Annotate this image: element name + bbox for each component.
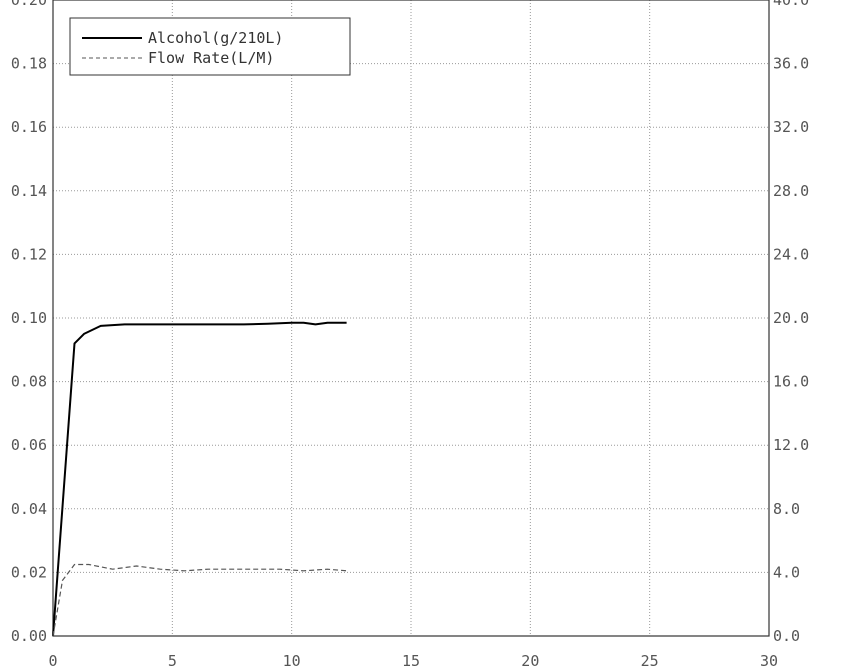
series-line-flow-rate bbox=[52, 563, 347, 637]
grid-layer bbox=[53, 0, 769, 636]
y-tick-label: 0.06 bbox=[11, 436, 47, 454]
x-tick-label: 20 bbox=[521, 652, 539, 669]
x-tick-label: 15 bbox=[402, 652, 420, 669]
y-tick-label: 0.14 bbox=[11, 182, 47, 200]
series-line-alcohol bbox=[52, 321, 347, 637]
y2-tick-label: 36.0 bbox=[773, 55, 809, 73]
y-tick-label: 0.12 bbox=[11, 245, 47, 263]
y2-tick-label: 16.0 bbox=[773, 373, 809, 391]
x-tick-label: 25 bbox=[641, 652, 659, 669]
series-layer bbox=[52, 321, 347, 637]
ticks-layer: 0 5 10 15 20 25 30 0.00 0.02 0.04 0.06 0.08 0.10 0.12… bbox=[11, 0, 809, 669]
y2-tick-label: 4.0 bbox=[773, 563, 800, 581]
y-tick-label: 0.08 bbox=[11, 373, 47, 391]
y-tick-label: 0.20 bbox=[11, 0, 47, 9]
y2-tick-label: 12.0 bbox=[773, 436, 809, 454]
legend-label-alcohol: Alcohol(g/210L) bbox=[148, 29, 283, 47]
x-tick-label: 5 bbox=[168, 652, 177, 669]
legend-box bbox=[69, 17, 351, 76]
y-tick-label: 0.02 bbox=[11, 563, 47, 581]
y-tick-label: 0.10 bbox=[11, 309, 47, 327]
plot-frame bbox=[52, 0, 770, 637]
y2-tick-label: 28.0 bbox=[773, 182, 809, 200]
y-tick-label: 0.18 bbox=[11, 55, 47, 73]
y2-tick-label: 0.0 bbox=[773, 627, 800, 645]
x-tick-label: 30 bbox=[760, 652, 778, 669]
x-tick-label: 0 bbox=[48, 652, 57, 669]
y2-tick-label: 32.0 bbox=[773, 118, 809, 136]
y2-tick-label: 8.0 bbox=[773, 500, 800, 518]
y2-tick-label: 24.0 bbox=[773, 245, 809, 263]
x-tick-label: 10 bbox=[283, 652, 301, 669]
y2-tick-label: 40.0 bbox=[773, 0, 809, 9]
legend-label-flow-rate: Flow Rate(L/M) bbox=[148, 49, 274, 67]
y-tick-label: 0.04 bbox=[11, 500, 47, 518]
y2-tick-label: 20.0 bbox=[773, 309, 809, 327]
legend: Alcohol(g/210L) Flow Rate(L/M) bbox=[69, 17, 351, 76]
y-tick-label: 0.16 bbox=[11, 118, 47, 136]
y-tick-label: 0.00 bbox=[11, 627, 47, 645]
